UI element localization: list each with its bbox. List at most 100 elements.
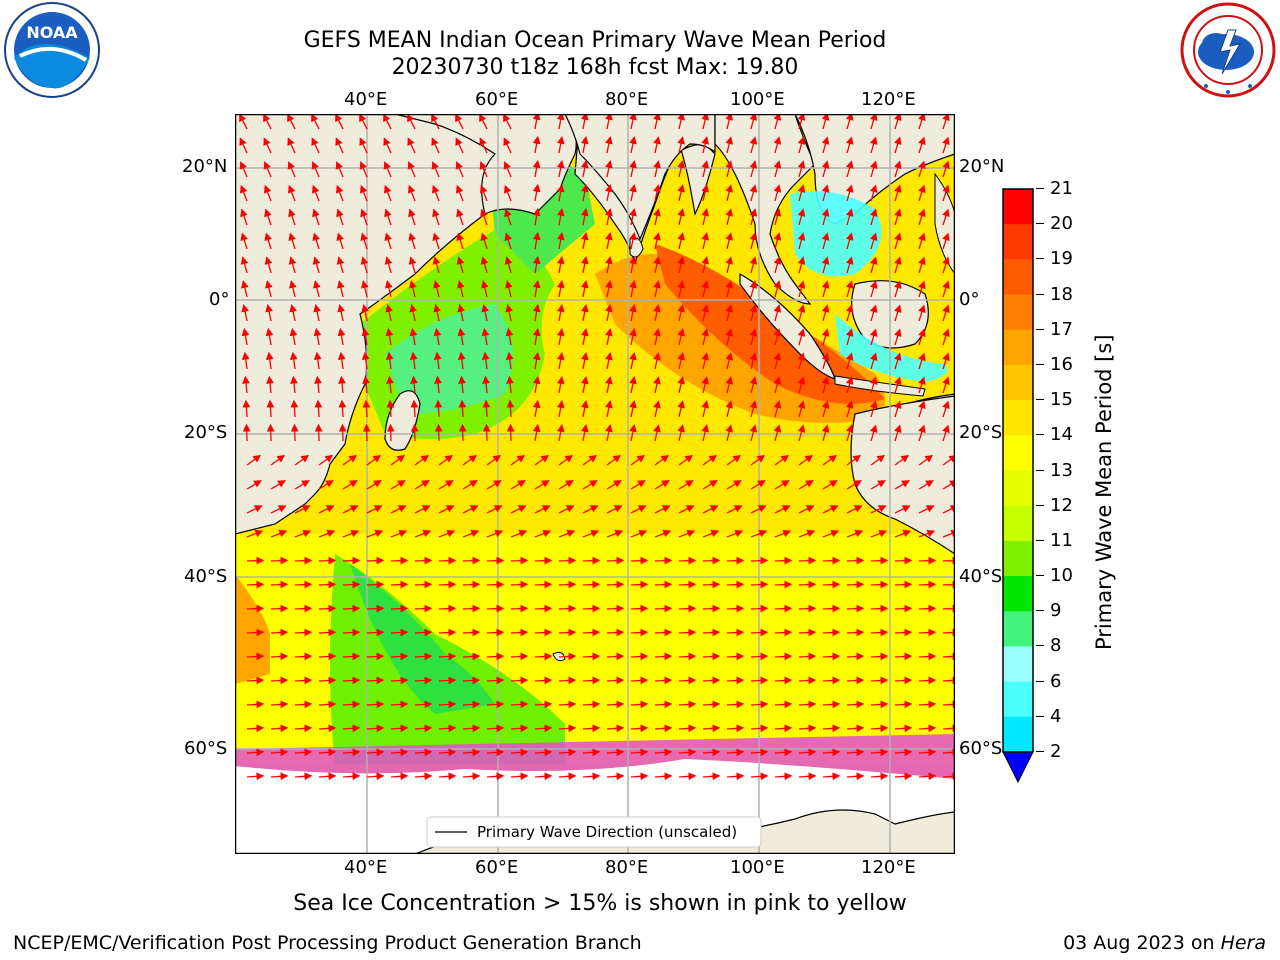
wave-direction-arrow: [749, 208, 758, 226]
wave-direction-arrow: [335, 114, 344, 130]
lon-label-top-80e: 80°E: [605, 89, 649, 110]
wave-direction-arrow: [318, 772, 337, 781]
wave-direction-arrow: [894, 400, 902, 418]
wave-direction-arrow: [702, 454, 718, 466]
wave-direction-arrow: [510, 454, 526, 466]
wave-direction-arrow: [605, 352, 613, 370]
lat-label-right-60s: 60°S: [959, 738, 1003, 759]
wave-direction-arrow: [313, 327, 322, 346]
wave-direction-arrow: [335, 137, 344, 154]
wave-direction-arrow: [318, 556, 337, 565]
wave-direction-arrow: [846, 772, 865, 781]
wave-direction-arrow: [870, 772, 889, 781]
wave-direction-arrow: [438, 580, 457, 589]
wave-direction-arrow: [918, 505, 935, 514]
wave-direction-arrow: [481, 280, 489, 298]
wave-direction-arrow: [726, 505, 743, 514]
colorbar-tick-label: 20: [1050, 213, 1073, 235]
wave-direction-arrow: [726, 556, 745, 565]
wave-direction-arrow: [701, 208, 709, 226]
lon-label-bottom-100e: 100°E: [730, 857, 785, 878]
wave-direction-arrow: [534, 652, 553, 661]
wave-direction-arrow: [455, 114, 464, 130]
wave-direction-arrow: [918, 724, 937, 733]
wave-direction-arrow: [318, 454, 334, 466]
wave-direction-arrow: [749, 424, 758, 442]
wave-direction-arrow: [312, 232, 320, 250]
wave-direction-arrow: [798, 724, 817, 733]
wave-direction-arrow: [677, 256, 685, 274]
wave-direction-arrow: [798, 556, 817, 565]
wave-direction-arrow: [263, 114, 272, 130]
wave-direction-arrow: [821, 232, 830, 250]
wave-direction-arrow: [605, 280, 613, 298]
wave-direction-arrow: [270, 772, 289, 781]
java-sea-field: [835, 314, 948, 382]
wave-direction-arrow: [288, 208, 296, 226]
wave-direction-arrow: [510, 628, 529, 637]
wave-direction-arrow: [318, 529, 336, 538]
wave-direction-arrow: [798, 604, 817, 613]
colorbar-tick-mark: [1036, 363, 1044, 365]
wave-direction-arrow: [289, 327, 298, 346]
wave-direction-arrow: [510, 505, 527, 514]
wave-direction-arrow: [342, 454, 358, 466]
wave-direction-arrow: [242, 423, 251, 442]
colorbar-cell: [1003, 611, 1033, 647]
wave-direction-arrow: [797, 280, 806, 298]
wave-direction-arrow: [414, 454, 430, 466]
wave-direction-arrow: [532, 159, 541, 178]
wave-direction-arrow: [534, 454, 550, 466]
wave-direction-arrow: [482, 423, 491, 442]
wave-direction-arrow: [438, 604, 457, 613]
wave-direction-arrow: [702, 724, 721, 733]
wave-direction-arrow: [894, 652, 913, 661]
wave-direction-arrow: [386, 375, 394, 394]
wave-direction-arrow: [294, 700, 313, 709]
wave-direction-arrow: [702, 480, 718, 490]
wave-direction-arrow: [434, 399, 443, 418]
wave-direction-arrow: [313, 351, 322, 370]
wave-direction-arrow: [390, 628, 409, 637]
wave-direction-arrow: [409, 280, 417, 298]
wave-direction-arrow: [337, 351, 346, 370]
wave-direction-arrow: [385, 280, 393, 298]
wave-direction-arrow: [654, 480, 670, 490]
wave-direction-arrow: [774, 454, 790, 466]
wave-direction-arrow: [942, 280, 950, 298]
colorbar-tick-mark: [1036, 575, 1044, 577]
colorbar-cell: [1003, 364, 1033, 401]
wave-direction-arrow: [360, 208, 368, 226]
wave-direction-arrow: [701, 160, 709, 178]
wave-direction-arrow: [798, 529, 816, 538]
wave-direction-arrow: [384, 208, 392, 226]
wave-direction-arrow: [822, 454, 838, 466]
colorbar-tick-mark: [1036, 610, 1044, 612]
wave-direction-arrow: [510, 604, 529, 613]
wave-direction-arrow: [558, 676, 577, 685]
wave-direction-arrow: [822, 676, 841, 685]
map-frame: [235, 114, 955, 854]
wave-direction-arrow: [390, 505, 407, 514]
wave-direction-arrow: [894, 628, 913, 637]
wave-direction-arrow: [605, 208, 613, 226]
wave-direction-arrow: [774, 652, 793, 661]
wave-direction-arrow: [240, 232, 248, 250]
wave-direction-arrow: [821, 256, 830, 274]
wave-direction-arrow: [432, 232, 440, 250]
wave-direction-arrow: [462, 505, 479, 514]
wave-direction-arrow: [701, 184, 709, 202]
wave-direction-arrow: [246, 748, 265, 757]
colorbar-cell: [1003, 224, 1033, 260]
wave-direction-arrow: [462, 604, 481, 613]
wave-direction-arrow: [336, 208, 344, 226]
wave-direction-arrow: [486, 724, 505, 733]
wave-direction-arrow: [510, 724, 529, 733]
wave-direction-arrow: [246, 580, 265, 589]
wave-direction-arrow: [725, 328, 734, 346]
wave-direction-arrow: [773, 376, 782, 394]
wave-direction-arrow: [630, 454, 646, 466]
wave-direction-arrow: [726, 772, 745, 781]
wave-direction-arrow: [246, 480, 262, 490]
wave-direction-arrow: [438, 724, 457, 733]
